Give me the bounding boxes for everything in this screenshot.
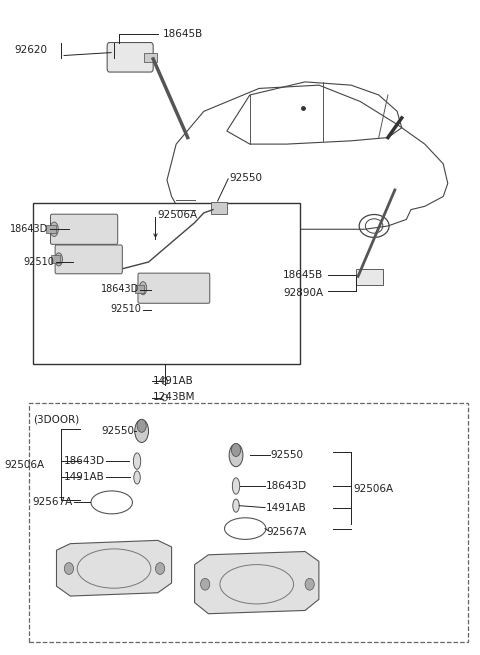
- Bar: [135, 285, 144, 293]
- FancyBboxPatch shape: [138, 273, 210, 303]
- Ellipse shape: [231, 443, 240, 457]
- Text: 1491AB: 1491AB: [153, 375, 194, 386]
- Bar: [356, 269, 384, 285]
- FancyBboxPatch shape: [50, 214, 118, 244]
- Text: 92890A: 92890A: [283, 288, 324, 298]
- Text: (3DOOR): (3DOOR): [34, 415, 80, 424]
- Text: 92620: 92620: [14, 45, 48, 55]
- Text: 1491AB: 1491AB: [64, 472, 105, 483]
- FancyBboxPatch shape: [107, 43, 153, 72]
- Ellipse shape: [64, 563, 73, 574]
- Text: 92506A: 92506A: [353, 484, 394, 495]
- Text: 92550: 92550: [271, 450, 303, 460]
- Ellipse shape: [305, 578, 314, 590]
- Text: 1491AB: 1491AB: [266, 502, 307, 513]
- Bar: [211, 202, 227, 214]
- Text: 18643D: 18643D: [266, 481, 307, 491]
- FancyBboxPatch shape: [55, 245, 122, 274]
- Ellipse shape: [233, 499, 239, 512]
- Ellipse shape: [55, 253, 62, 266]
- Bar: [47, 225, 57, 233]
- Text: 92510: 92510: [24, 257, 54, 267]
- Polygon shape: [194, 552, 319, 614]
- Bar: [144, 53, 157, 62]
- Ellipse shape: [137, 419, 146, 432]
- Ellipse shape: [232, 478, 240, 494]
- Text: 18643D: 18643D: [64, 456, 105, 466]
- Text: 1243BM: 1243BM: [153, 392, 196, 402]
- Ellipse shape: [139, 282, 147, 295]
- Text: 18643D: 18643D: [11, 224, 48, 234]
- Bar: [34, 203, 300, 364]
- Text: 92510: 92510: [111, 304, 142, 314]
- Text: 92506A: 92506A: [5, 460, 45, 470]
- Bar: [51, 255, 60, 263]
- Ellipse shape: [134, 471, 140, 484]
- Text: 92550: 92550: [229, 173, 262, 183]
- Ellipse shape: [133, 453, 141, 469]
- Text: 92567A: 92567A: [266, 527, 306, 537]
- Ellipse shape: [156, 563, 165, 574]
- Polygon shape: [57, 540, 171, 596]
- Text: 18645B: 18645B: [162, 29, 203, 39]
- Ellipse shape: [135, 419, 148, 443]
- Text: 92550: 92550: [102, 426, 135, 436]
- Text: 92567A: 92567A: [32, 497, 72, 508]
- Ellipse shape: [50, 222, 59, 236]
- Ellipse shape: [201, 578, 210, 590]
- Text: 92506A: 92506A: [158, 210, 198, 220]
- Bar: [29, 403, 468, 642]
- Text: 18645B: 18645B: [283, 270, 324, 280]
- Text: 18643D: 18643D: [101, 284, 139, 294]
- Ellipse shape: [229, 444, 243, 466]
